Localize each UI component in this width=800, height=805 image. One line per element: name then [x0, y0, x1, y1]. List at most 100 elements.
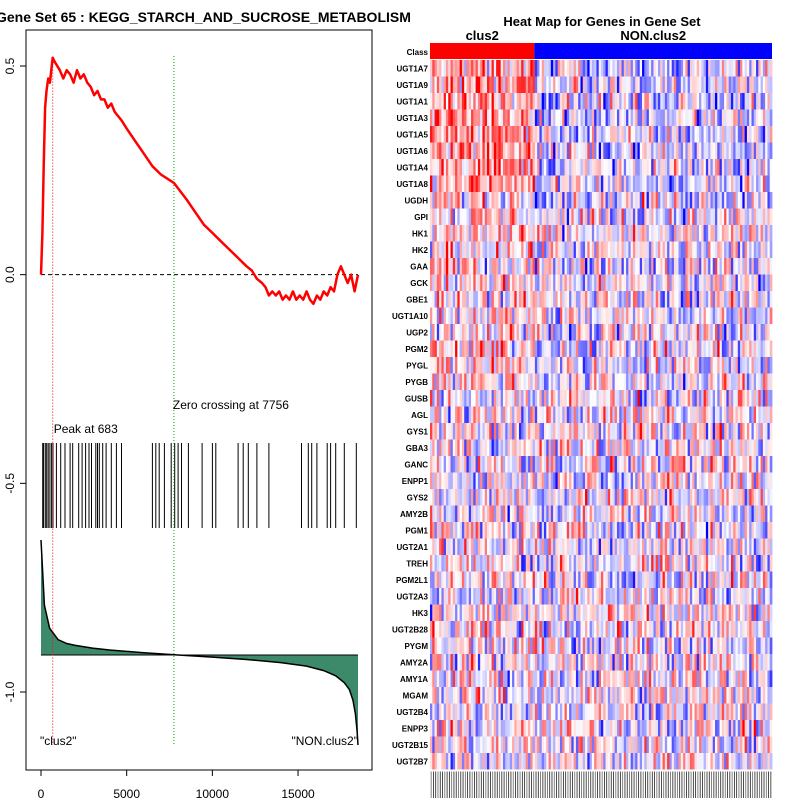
heatmap-cell	[751, 126, 754, 143]
heatmap-cell	[699, 473, 702, 490]
heatmap-cell	[562, 506, 565, 523]
heatmap-cell	[619, 341, 622, 358]
gene-label: GBA3	[406, 444, 429, 453]
heatmap-cell	[736, 423, 739, 440]
heatmap-cell	[451, 555, 454, 572]
heatmap-cell	[496, 242, 499, 259]
heatmap-cell	[551, 489, 554, 506]
heatmap-cell	[514, 176, 517, 193]
heatmap-cell	[451, 110, 454, 127]
heatmap-cell	[482, 572, 485, 589]
heatmap-cell	[492, 407, 495, 424]
heatmap-cell	[457, 242, 460, 259]
heatmap-cell	[749, 506, 752, 523]
heatmap-cell	[553, 159, 556, 176]
heatmap-cell	[751, 555, 754, 572]
heatmap-cell	[713, 242, 716, 259]
heatmap-cell	[763, 473, 766, 490]
heatmap-cell	[692, 176, 695, 193]
heatmap-cell	[713, 324, 716, 341]
heatmap-cell	[519, 93, 522, 110]
heatmap-cell	[594, 440, 597, 457]
heatmap-cell	[542, 110, 545, 127]
heatmap-cell	[455, 308, 458, 325]
heatmap-cell	[558, 93, 561, 110]
heatmap-cell	[460, 555, 463, 572]
heatmap-cell	[558, 192, 561, 209]
heatmap-cell	[653, 209, 656, 226]
heatmap-cell	[697, 159, 700, 176]
heatmap-cell	[444, 143, 447, 160]
heatmap-cell	[720, 60, 723, 77]
heatmap-cell	[569, 209, 572, 226]
heatmap-cell	[667, 489, 670, 506]
heatmap-cell	[731, 60, 734, 77]
heatmap-cell	[553, 390, 556, 407]
heatmap-cell	[679, 572, 682, 589]
heatmap-cell	[699, 110, 702, 127]
heatmap-cell	[722, 77, 725, 94]
heatmap-cell	[685, 522, 688, 539]
heatmap-cell	[674, 506, 677, 523]
heatmap-cell	[726, 539, 729, 556]
heatmap-cell	[460, 357, 463, 374]
heatmap-cell	[749, 291, 752, 308]
heatmap-cell	[494, 159, 497, 176]
heatmap-cell	[624, 126, 627, 143]
heatmap-cell	[635, 374, 638, 391]
heatmap-cell	[478, 440, 481, 457]
heatmap-cell	[441, 60, 444, 77]
heatmap-cell	[736, 258, 739, 275]
heatmap-cell	[446, 539, 449, 556]
heatmap-cell	[574, 473, 577, 490]
heatmap-cell	[667, 209, 670, 226]
heatmap-cell	[523, 143, 526, 160]
heatmap-cell	[622, 423, 625, 440]
heatmap-cell	[492, 324, 495, 341]
heatmap-cell	[717, 473, 720, 490]
heatmap-cell	[612, 192, 615, 209]
heatmap-cell	[733, 522, 736, 539]
heatmap-cell	[749, 225, 752, 242]
heatmap-cell	[485, 275, 488, 292]
heatmap-cell	[761, 291, 764, 308]
heatmap-cell	[715, 110, 718, 127]
heatmap-cell	[482, 473, 485, 490]
heatmap-cell	[683, 357, 686, 374]
heatmap-cell	[676, 77, 679, 94]
heatmap-cell	[672, 555, 675, 572]
heatmap-cell	[610, 423, 613, 440]
heatmap-cell	[517, 324, 520, 341]
heatmap-cell	[510, 176, 513, 193]
heatmap-cell	[432, 324, 435, 341]
heatmap-cell	[653, 456, 656, 473]
heatmap-cell	[640, 110, 643, 127]
heatmap-cell	[508, 341, 511, 358]
heatmap-cell	[585, 77, 588, 94]
heatmap-cell	[569, 110, 572, 127]
heatmap-cell	[640, 539, 643, 556]
heatmap-cell	[754, 192, 757, 209]
heatmap-cell	[626, 555, 629, 572]
running-es-line	[41, 58, 358, 304]
heatmap-cell	[592, 572, 595, 589]
heatmap-cell	[644, 77, 647, 94]
heatmap-cell	[519, 225, 522, 242]
heatmap-cell	[498, 159, 501, 176]
heatmap-cell	[765, 456, 768, 473]
heatmap-cell	[635, 572, 638, 589]
heatmap-cell	[533, 110, 536, 127]
heatmap-cell	[498, 93, 501, 110]
heatmap-cell	[457, 275, 460, 292]
heatmap-cell	[496, 209, 499, 226]
heatmap-cell	[637, 176, 640, 193]
heatmap-cell	[649, 324, 652, 341]
heatmap-cell	[473, 539, 476, 556]
heatmap-cell	[551, 324, 554, 341]
heatmap-cell	[615, 93, 618, 110]
heatmap-cell	[498, 522, 501, 539]
heatmap-cell	[583, 93, 586, 110]
heatmap-cell	[562, 374, 565, 391]
heatmap-cell	[466, 225, 469, 242]
